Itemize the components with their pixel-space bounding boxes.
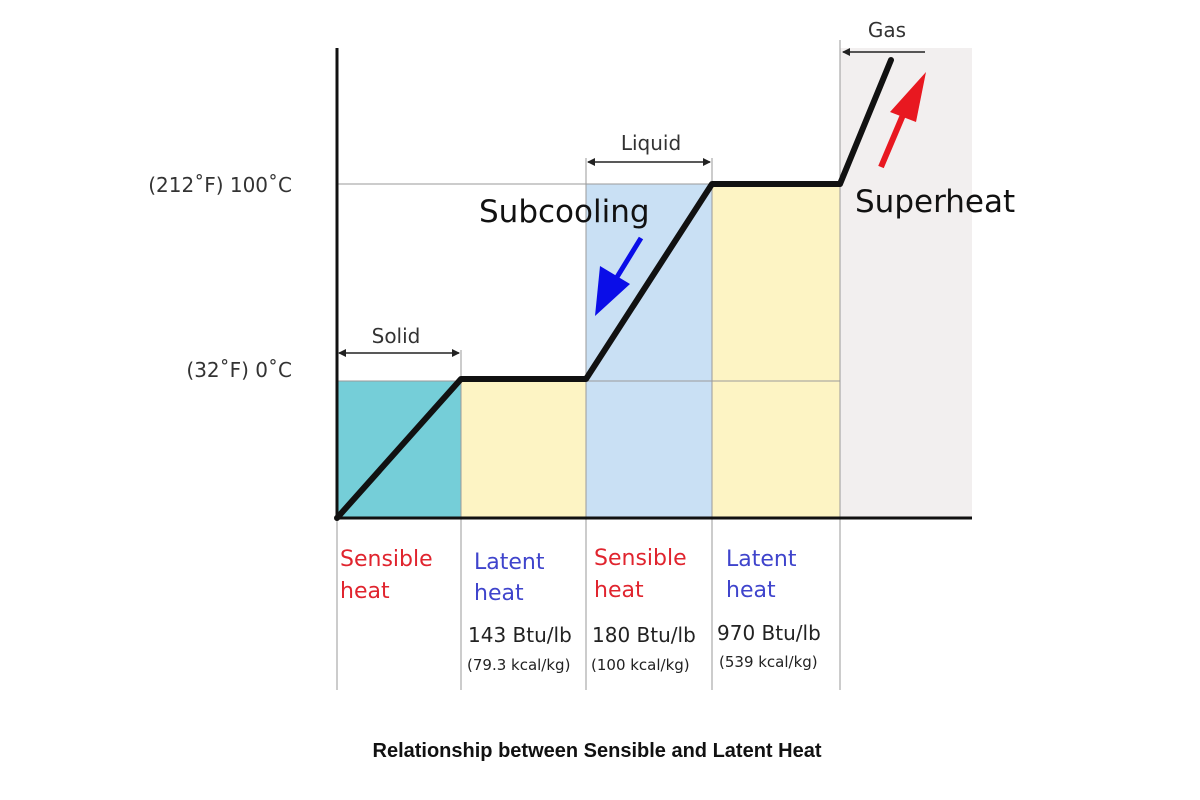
col2-type-line2: heat bbox=[474, 581, 524, 606]
y-label-boiling: (212˚F) 100˚C bbox=[148, 173, 292, 197]
diagram-caption: Relationship between Sensible and Latent… bbox=[373, 740, 822, 762]
latent-vaporization-region bbox=[712, 184, 840, 518]
col4-type-line1: Latent bbox=[726, 547, 797, 572]
col1-type-line1: Sensible bbox=[340, 547, 433, 572]
col2-kcal: (79.3 kcal/kg) bbox=[467, 656, 570, 674]
col2-btu: 143 Btu/lb bbox=[468, 623, 572, 647]
superheat-arrow-shaft bbox=[878, 113, 906, 169]
col1-type-line2: heat bbox=[340, 579, 390, 604]
subcooling-arrow-shaft bbox=[611, 236, 644, 284]
heating-curve bbox=[334, 57, 894, 521]
gas-region bbox=[840, 48, 972, 518]
y-label-freezing: (32˚F) 0˚C bbox=[186, 358, 292, 382]
col2-type-line1: Latent bbox=[474, 550, 545, 575]
col3-btu: 180 Btu/lb bbox=[592, 623, 696, 647]
col4-btu: 970 Btu/lb bbox=[717, 621, 821, 645]
subcooling-label: Subcooling bbox=[479, 194, 650, 230]
latent-fusion-region bbox=[461, 381, 586, 518]
col4-type-line2: heat bbox=[726, 578, 776, 603]
liquid-label: Liquid bbox=[621, 131, 681, 155]
subcooling-arrow-head bbox=[595, 266, 630, 316]
superheat-label: Superheat bbox=[855, 184, 1015, 220]
col4-kcal: (539 kcal/kg) bbox=[719, 653, 818, 671]
col3-type-line2: heat bbox=[594, 578, 644, 603]
col3-kcal: (100 kcal/kg) bbox=[591, 656, 690, 674]
gas-label: Gas bbox=[868, 18, 906, 42]
solid-label: Solid bbox=[372, 324, 421, 348]
superheat-arrow-head bbox=[890, 72, 926, 122]
col3-type-line1: Sensible bbox=[594, 546, 687, 571]
